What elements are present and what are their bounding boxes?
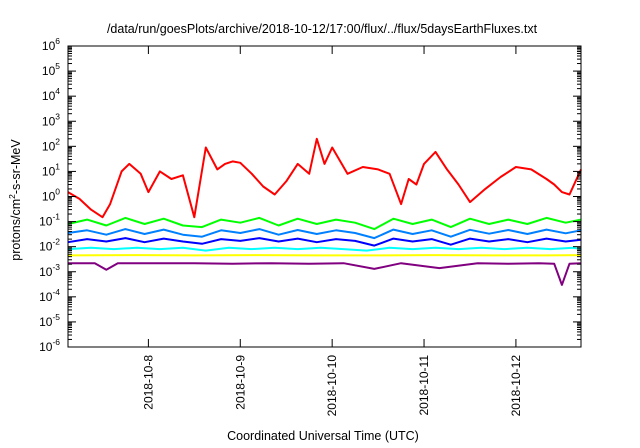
- y-axis-label: protons/cm2-s-sr-MeV: [7, 139, 23, 261]
- y-tick-exponent: -3: [52, 262, 60, 272]
- series-line: [67, 246, 582, 252]
- y-tick-exponent: 0: [55, 187, 60, 197]
- y-tick-base: 10: [42, 89, 56, 103]
- x-tick-label: 2018-10-11: [417, 355, 431, 416]
- y-tick-label: 10-6: [39, 337, 60, 354]
- series-line: [67, 228, 582, 240]
- plot-frame: [67, 45, 582, 348]
- y-tick-exponent: 4: [55, 86, 60, 96]
- y-tick-base: 10: [39, 215, 53, 229]
- y-tick-label: 102: [42, 136, 60, 153]
- y-tick-label: 104: [42, 86, 60, 103]
- y-axis-label-main: protons/cm: [9, 199, 23, 261]
- y-tick-label: 10-3: [39, 262, 60, 279]
- series-line: [67, 216, 582, 231]
- y-tick-base: 10: [42, 164, 56, 178]
- x-axis-label: Coordinated Universal Time (UTC): [227, 429, 419, 443]
- x-tick-label: 2018-10-9: [233, 355, 247, 410]
- x-axis: 2018-10-8 2018-10-9 2018-10-10 2018-10-11 20…: [141, 46, 523, 416]
- y-axis: 10-610-510-410-310-210-11001011021031041…: [39, 36, 581, 354]
- x-tick-label: 2018-10-8: [141, 355, 155, 410]
- y-tick-base: 10: [39, 265, 53, 279]
- y-tick-exponent: 3: [55, 111, 60, 121]
- series-layer: [67, 137, 582, 286]
- y-tick-label: 10-1: [39, 212, 60, 229]
- y-tick-base: 10: [42, 39, 56, 53]
- chart-title: /data/run/goesPlots/archive/2018-10-12/1…: [107, 22, 538, 36]
- y-tick-exponent: -5: [52, 312, 60, 322]
- y-tick-label: 105: [42, 61, 60, 78]
- y-tick-base: 10: [39, 240, 53, 254]
- y-tick-exponent: 2: [55, 136, 60, 146]
- y-tick-label: 101: [42, 161, 60, 178]
- y-tick-base: 10: [39, 340, 53, 354]
- y-tick-base: 10: [42, 139, 56, 153]
- y-tick-base: 10: [42, 190, 56, 204]
- y-tick-exponent: -2: [52, 237, 60, 247]
- y-tick-base: 10: [39, 290, 53, 304]
- y-tick-label: 10-5: [39, 312, 60, 329]
- y-tick-exponent: -4: [52, 287, 60, 297]
- series-line: [67, 237, 582, 247]
- y-tick-base: 10: [39, 315, 53, 329]
- x-tick-label: 2018-10-10: [325, 355, 339, 417]
- y-tick-base: 10: [42, 64, 56, 78]
- y-tick-label: 103: [42, 111, 60, 128]
- y-tick-exponent: -6: [52, 337, 60, 347]
- y-tick-exponent: -1: [52, 212, 60, 222]
- y-axis-label-sup: 2: [7, 194, 17, 199]
- y-tick-label: 100: [42, 187, 60, 204]
- x-tick-label: 2018-10-12: [509, 355, 523, 417]
- y-tick-label: 106: [42, 36, 60, 53]
- y-axis-label-rest: -s-sr-MeV: [9, 139, 23, 195]
- y-tick-label: 10-2: [39, 237, 60, 254]
- y-tick-exponent: 5: [55, 61, 60, 71]
- y-tick-base: 10: [42, 114, 56, 128]
- series-line: [67, 137, 582, 219]
- y-tick-exponent: 6: [55, 36, 60, 46]
- series-line: [68, 262, 582, 286]
- y-tick-label: 10-4: [39, 287, 60, 304]
- y-tick-exponent: 1: [55, 161, 60, 171]
